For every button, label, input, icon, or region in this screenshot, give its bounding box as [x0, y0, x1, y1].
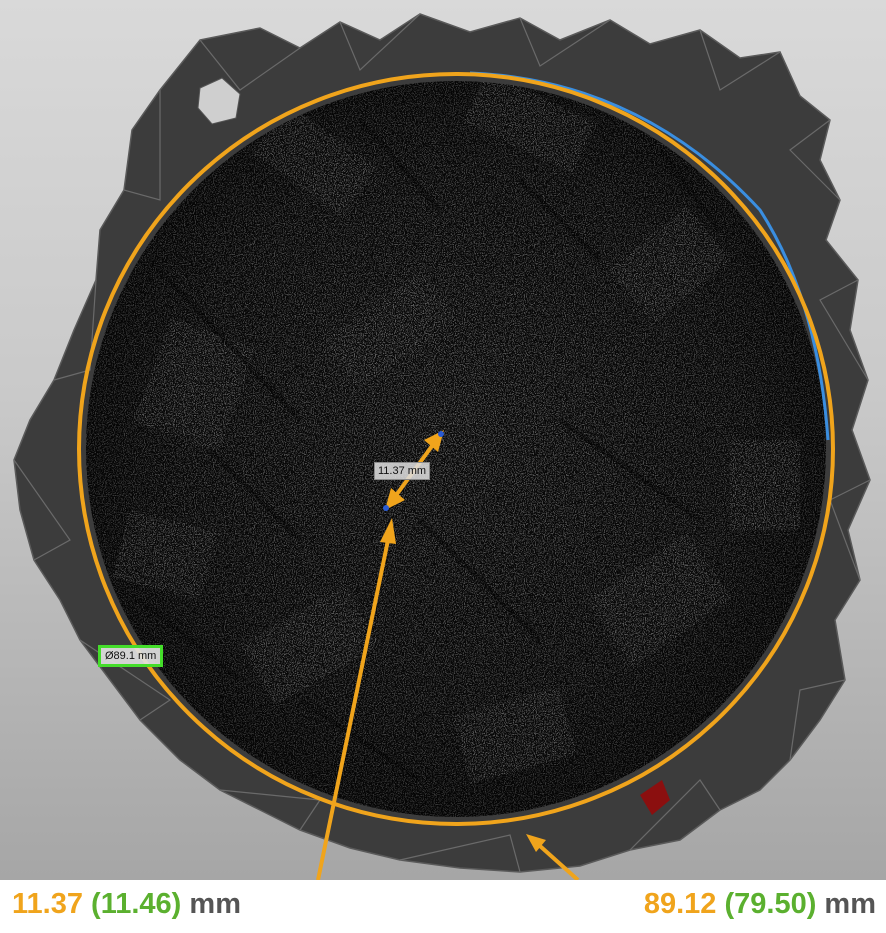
measure-point-a	[438, 431, 444, 437]
mesh-hole	[197, 77, 241, 125]
caption-bar: 11.37 (11.46) mm 89.12 (79.50) mm	[0, 880, 886, 933]
caption-right-value: 89.12	[643, 888, 717, 920]
diameter-measure-label: Ø89.1 mm	[98, 645, 164, 667]
caption-left-unit: mm	[189, 888, 241, 920]
3d-viewport[interactable]: 11.37 mm Ø89.1 mm	[0, 0, 886, 880]
distance-measure-label: 11.37 mm	[374, 462, 431, 480]
caption-right-unit: mm	[824, 888, 876, 920]
callout-arrow-right	[526, 834, 580, 880]
caption-right-reference: (79.50)	[724, 888, 817, 920]
red-mesh-patch	[640, 780, 670, 815]
fit-circle	[77, 72, 835, 826]
caption-right: 89.12 (79.50) mm	[644, 888, 876, 921]
caption-left-reference: (11.46)	[91, 888, 182, 920]
callout-arrow-left	[316, 518, 396, 880]
caption-left-value: 11.37	[12, 888, 83, 920]
sphere-surface-details	[86, 81, 826, 817]
mesh-scene	[13, 13, 871, 880]
measure-point-b	[383, 505, 389, 511]
caption-left: 11.37 (11.46) mm	[12, 888, 241, 921]
edge-highlight	[469, 71, 830, 441]
